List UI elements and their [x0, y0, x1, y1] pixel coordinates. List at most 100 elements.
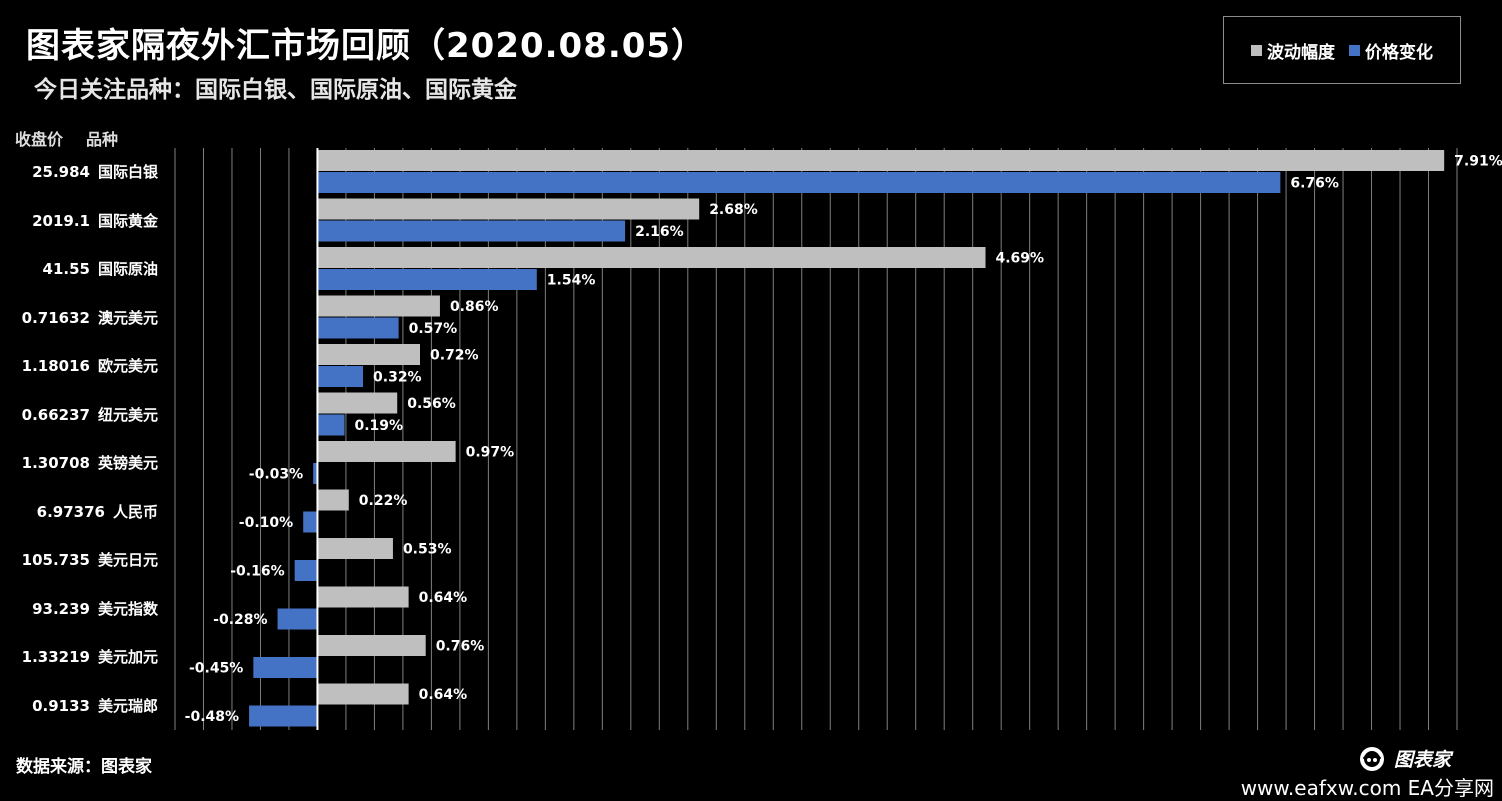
category-label: 105.735 美元日元: [0, 550, 158, 570]
legend-label-volatility: 波动幅度: [1267, 42, 1335, 63]
volatility-bar: [317, 489, 349, 511]
data-label: -0.48%: [185, 709, 239, 725]
category-label: 93.239 美元指数: [0, 599, 158, 619]
close-price: 0.66237: [21, 405, 90, 424]
close-price: 0.9133: [32, 696, 90, 715]
close-price: 6.97376: [36, 502, 105, 521]
change-bar: [253, 657, 318, 678]
volatility-bar: [317, 683, 409, 705]
data-label: 0.72%: [430, 348, 479, 364]
change-bar: [317, 414, 345, 436]
category-label: 1.30708 英镑美元: [0, 453, 158, 473]
volatility-bar: [317, 441, 456, 462]
data-label: 0.64%: [419, 687, 468, 703]
data-label: -0.03%: [249, 467, 303, 483]
data-label: 0.53%: [403, 542, 452, 558]
close-price: 0.71632: [21, 308, 90, 327]
instrument-name: 国际原油: [97, 260, 158, 278]
category-label: 25.984 国际白银: [0, 162, 158, 182]
data-label: 2.68%: [709, 202, 758, 218]
instrument-name: 纽元美元: [97, 405, 158, 424]
instrument-name: 国际白银: [97, 163, 158, 181]
chart-title: 图表家隔夜外汇市场回顾（2020.08.05）: [26, 26, 707, 66]
data-label: -0.16%: [230, 564, 284, 580]
instrument-name: 美元加元: [97, 648, 158, 666]
instrument-name: 欧元美元: [97, 357, 158, 375]
volatility-bar: [317, 295, 440, 317]
category-label: 0.66237 纽元美元: [0, 405, 158, 425]
data-label: 4.69%: [996, 251, 1045, 267]
data-label: 0.32%: [373, 370, 422, 386]
instrument-name: 美元指数: [97, 599, 158, 618]
category-label: 41.55 国际原油: [0, 259, 158, 279]
logo-icon: [1360, 747, 1384, 771]
change-bar: [313, 463, 318, 484]
legend-swatch-change: [1349, 44, 1360, 56]
legend-swatch-volatility: [1251, 44, 1262, 56]
close-price: 1.18016: [21, 357, 90, 375]
change-bar: [303, 511, 318, 533]
volatility-bar: [317, 344, 421, 365]
instrument-name: 人民币: [112, 502, 158, 521]
column-header-name: 品种: [86, 130, 119, 149]
change-bar: [294, 560, 318, 581]
close-price: 1.33219: [21, 648, 90, 666]
volatility-bar: [317, 538, 393, 559]
data-label: 0.97%: [466, 445, 515, 461]
data-label: 2.16%: [635, 224, 684, 240]
instrument-name: 美元日元: [97, 551, 158, 569]
legend-item-change: 价格变化: [1349, 38, 1433, 63]
close-price: 41.55: [42, 260, 90, 278]
legend: 波动幅度 价格变化: [1223, 16, 1461, 84]
volatility-bar: [317, 198, 700, 220]
data-label: -0.28%: [213, 612, 267, 628]
data-label: 0.19%: [355, 418, 404, 434]
volatility-bar: [317, 635, 426, 656]
volatility-bar: [317, 586, 409, 608]
data-label: 1.54%: [547, 273, 596, 289]
chart-subtitle: 今日关注品种：国际白银、国际原油、国际黄金: [34, 77, 517, 103]
instrument-name: 国际黄金: [97, 211, 158, 230]
brand-logo: 图表家: [1354, 743, 1451, 773]
data-source: 数据来源：图表家: [16, 757, 152, 777]
close-price: 105.735: [21, 551, 90, 569]
category-label: 1.33219 美元加元: [0, 647, 158, 667]
data-label: 0.76%: [436, 639, 485, 655]
category-label: 0.9133 美元瑞郎: [0, 696, 158, 716]
instrument-name: 澳元美元: [97, 308, 158, 327]
volatility-bar: [317, 392, 398, 414]
change-bar: [317, 366, 364, 387]
volatility-bar: [317, 150, 1445, 171]
category-label: 0.71632 澳元美元: [0, 308, 158, 328]
data-label: 7.91%: [1454, 154, 1502, 170]
category-label: 1.18016 欧元美元: [0, 356, 158, 376]
instrument-name: 美元瑞郎: [97, 696, 158, 715]
data-label: -0.45%: [189, 661, 243, 677]
close-price: 1.30708: [21, 454, 90, 472]
category-label: 2019.1 国际黄金: [0, 211, 158, 231]
change-bar: [317, 220, 626, 242]
change-bar: [277, 608, 318, 630]
data-label: 0.64%: [419, 590, 468, 606]
legend-item-volatility: 波动幅度: [1251, 38, 1335, 63]
change-bar: [317, 269, 537, 290]
data-label: 0.22%: [359, 493, 408, 509]
data-label: 0.56%: [407, 396, 456, 412]
data-label: 6.76%: [1290, 176, 1339, 192]
change-bar: [317, 317, 399, 339]
website-watermark: www.eafxw.com EA分享网: [1240, 776, 1494, 800]
close-price: 25.984: [32, 163, 90, 181]
close-price: 2019.1: [32, 211, 90, 230]
column-header-price: 收盘价: [15, 130, 64, 149]
data-label: 0.57%: [409, 321, 458, 337]
volatility-bar: [317, 247, 986, 268]
category-label: 6.97376 人民币: [0, 502, 158, 522]
legend-label-change: 价格变化: [1365, 42, 1433, 63]
change-bar: [317, 172, 1281, 193]
instrument-name: 英镑美元: [97, 454, 158, 472]
close-price: 93.239: [32, 599, 90, 618]
data-label: 0.86%: [450, 299, 499, 315]
change-bar: [249, 705, 318, 727]
data-label: -0.10%: [239, 515, 293, 531]
